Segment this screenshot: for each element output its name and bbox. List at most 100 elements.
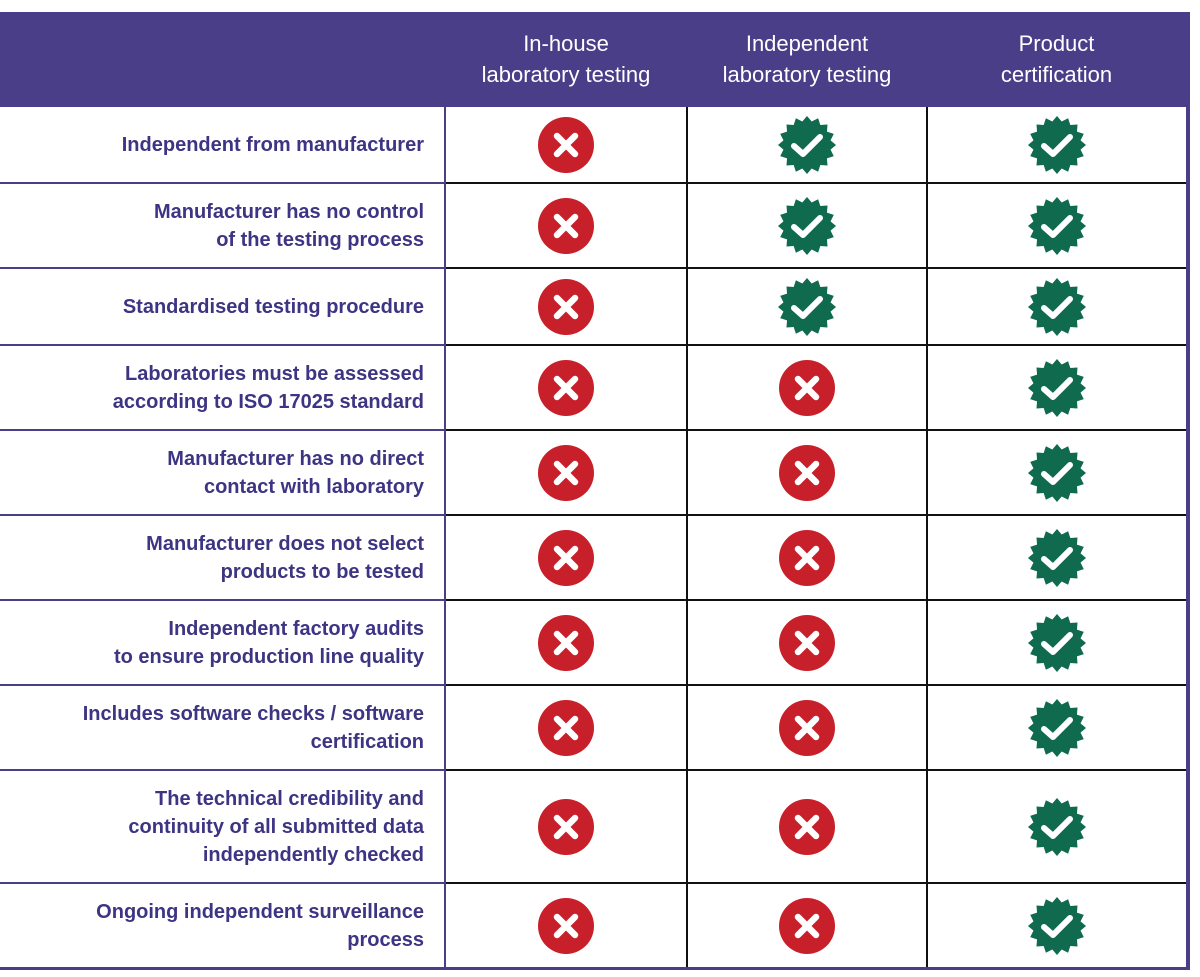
row-label-line: Manufacturer does not select <box>146 532 424 555</box>
row-label-line: to ensure production line quality <box>113 645 424 668</box>
table-cell <box>926 684 1186 770</box>
x-circle-icon <box>538 197 594 254</box>
x-circle-icon <box>538 798 594 855</box>
x-circle-icon <box>779 614 835 671</box>
checkmark-badge-icon <box>1028 896 1086 955</box>
table-cell <box>926 344 1186 430</box>
checkmark-badge-icon <box>1028 698 1086 757</box>
table-cell <box>444 514 687 600</box>
x-circle-icon <box>779 699 835 756</box>
row-label-line: Laboratories must be assessed <box>124 362 424 385</box>
table-cell <box>444 882 687 967</box>
checkmark-badge-icon <box>778 277 836 336</box>
x-circle-icon <box>779 798 835 855</box>
x-circle-icon <box>538 359 594 416</box>
table-cell <box>926 882 1186 967</box>
table-cell <box>926 105 1186 183</box>
row-label: Ongoing independent surveillance process <box>0 882 445 967</box>
comparison-table: In-house laboratory testing Independent … <box>0 12 1186 967</box>
table-row: Manufacturer does not select products to … <box>0 514 1186 600</box>
table-cell <box>686 882 927 967</box>
table-cell <box>686 514 927 600</box>
table-cell <box>926 514 1186 600</box>
row-label-line: process <box>347 928 424 951</box>
table-cell <box>444 344 687 430</box>
row-label: Standardised testing procedure <box>0 267 445 345</box>
table-row: Independent factory audits to ensure prod… <box>0 599 1186 685</box>
table-cell <box>686 344 927 430</box>
column-header-independent-testing: Independent laboratory testing <box>687 12 927 106</box>
table-cell <box>926 769 1186 883</box>
row-label-line: of the testing process <box>216 228 424 251</box>
header-corner <box>0 12 445 106</box>
x-circle-icon <box>779 359 835 416</box>
row-label-line: Standardised testing procedure <box>122 295 424 318</box>
table-cell <box>686 182 927 268</box>
table-cell <box>444 267 687 345</box>
table-row: Includes software checks / software certi… <box>0 684 1186 770</box>
checkmark-badge-icon <box>1028 613 1086 672</box>
comparison-table-frame: In-house laboratory testing Independent … <box>0 12 1190 970</box>
checkmark-badge-icon <box>778 196 836 255</box>
x-circle-icon <box>538 444 594 501</box>
checkmark-badge-icon <box>1028 358 1086 417</box>
row-label-line: The technical credibility and <box>155 787 424 810</box>
x-circle-icon <box>538 897 594 954</box>
row-label: Includes software checks / software certi… <box>0 684 445 770</box>
table-cell <box>926 599 1186 685</box>
row-label: Manufacturer does not select products to … <box>0 514 445 600</box>
table-cell <box>926 182 1186 268</box>
checkmark-badge-icon <box>1028 443 1086 502</box>
table-body: Independent from manufacturer Manufacture… <box>0 105 1186 967</box>
column-header-line: In-house <box>523 30 609 56</box>
table-cell <box>444 182 687 268</box>
table-cell <box>444 105 687 183</box>
table-row: Manufacturer has no control of the testin… <box>0 182 1186 268</box>
row-label-line: Independent from manufacturer <box>121 133 424 156</box>
row-label-line: products to be tested <box>220 560 424 583</box>
column-header-line: certification <box>1000 61 1113 87</box>
row-label: The technical credibility and continuity … <box>0 769 445 883</box>
table-cell <box>686 105 927 183</box>
checkmark-badge-icon <box>778 115 836 174</box>
column-header-line: Independent <box>745 30 869 56</box>
row-label-line: according to ISO 17025 standard <box>112 390 424 413</box>
x-circle-icon <box>779 897 835 954</box>
column-header-product-certification: Product certification <box>927 12 1186 106</box>
row-label-line: Manufacturer has no control <box>153 200 424 223</box>
row-label-line: independently checked <box>202 843 424 866</box>
table-cell <box>444 599 687 685</box>
table-cell <box>926 429 1186 515</box>
checkmark-badge-icon <box>1028 277 1086 336</box>
table-cell <box>444 684 687 770</box>
x-circle-icon <box>538 614 594 671</box>
row-label: Manufacturer has no control of the testin… <box>0 182 445 268</box>
row-label: Independent factory audits to ensure prod… <box>0 599 445 685</box>
table-cell <box>686 429 927 515</box>
x-circle-icon <box>538 116 594 173</box>
row-label-line: certification <box>310 730 424 753</box>
row-label-line: Manufacturer has no direct <box>167 447 424 470</box>
column-header-in-house-testing: In-house laboratory testing <box>445 12 687 106</box>
x-circle-icon <box>779 529 835 586</box>
table-cell <box>926 267 1186 345</box>
table-cell <box>686 769 927 883</box>
x-circle-icon <box>779 444 835 501</box>
x-circle-icon <box>538 529 594 586</box>
table-cell <box>444 429 687 515</box>
table-cell <box>444 769 687 883</box>
x-circle-icon <box>538 278 594 335</box>
table-row: The technical credibility and continuity … <box>0 769 1186 883</box>
table-cell <box>686 599 927 685</box>
checkmark-badge-icon <box>1028 528 1086 587</box>
row-label-line: contact with laboratory <box>203 475 424 498</box>
row-label-line: Independent factory audits <box>168 617 424 640</box>
checkmark-badge-icon <box>1028 196 1086 255</box>
table-row: Ongoing independent surveillance process <box>0 882 1186 967</box>
table-row: Standardised testing procedure <box>0 267 1186 345</box>
row-label-line: continuity of all submitted data <box>128 815 424 838</box>
column-header-line: laboratory testing <box>481 61 651 87</box>
row-label-line: Ongoing independent surveillance <box>96 900 424 923</box>
row-label: Independent from manufacturer <box>0 105 445 183</box>
checkmark-badge-icon <box>1028 797 1086 856</box>
